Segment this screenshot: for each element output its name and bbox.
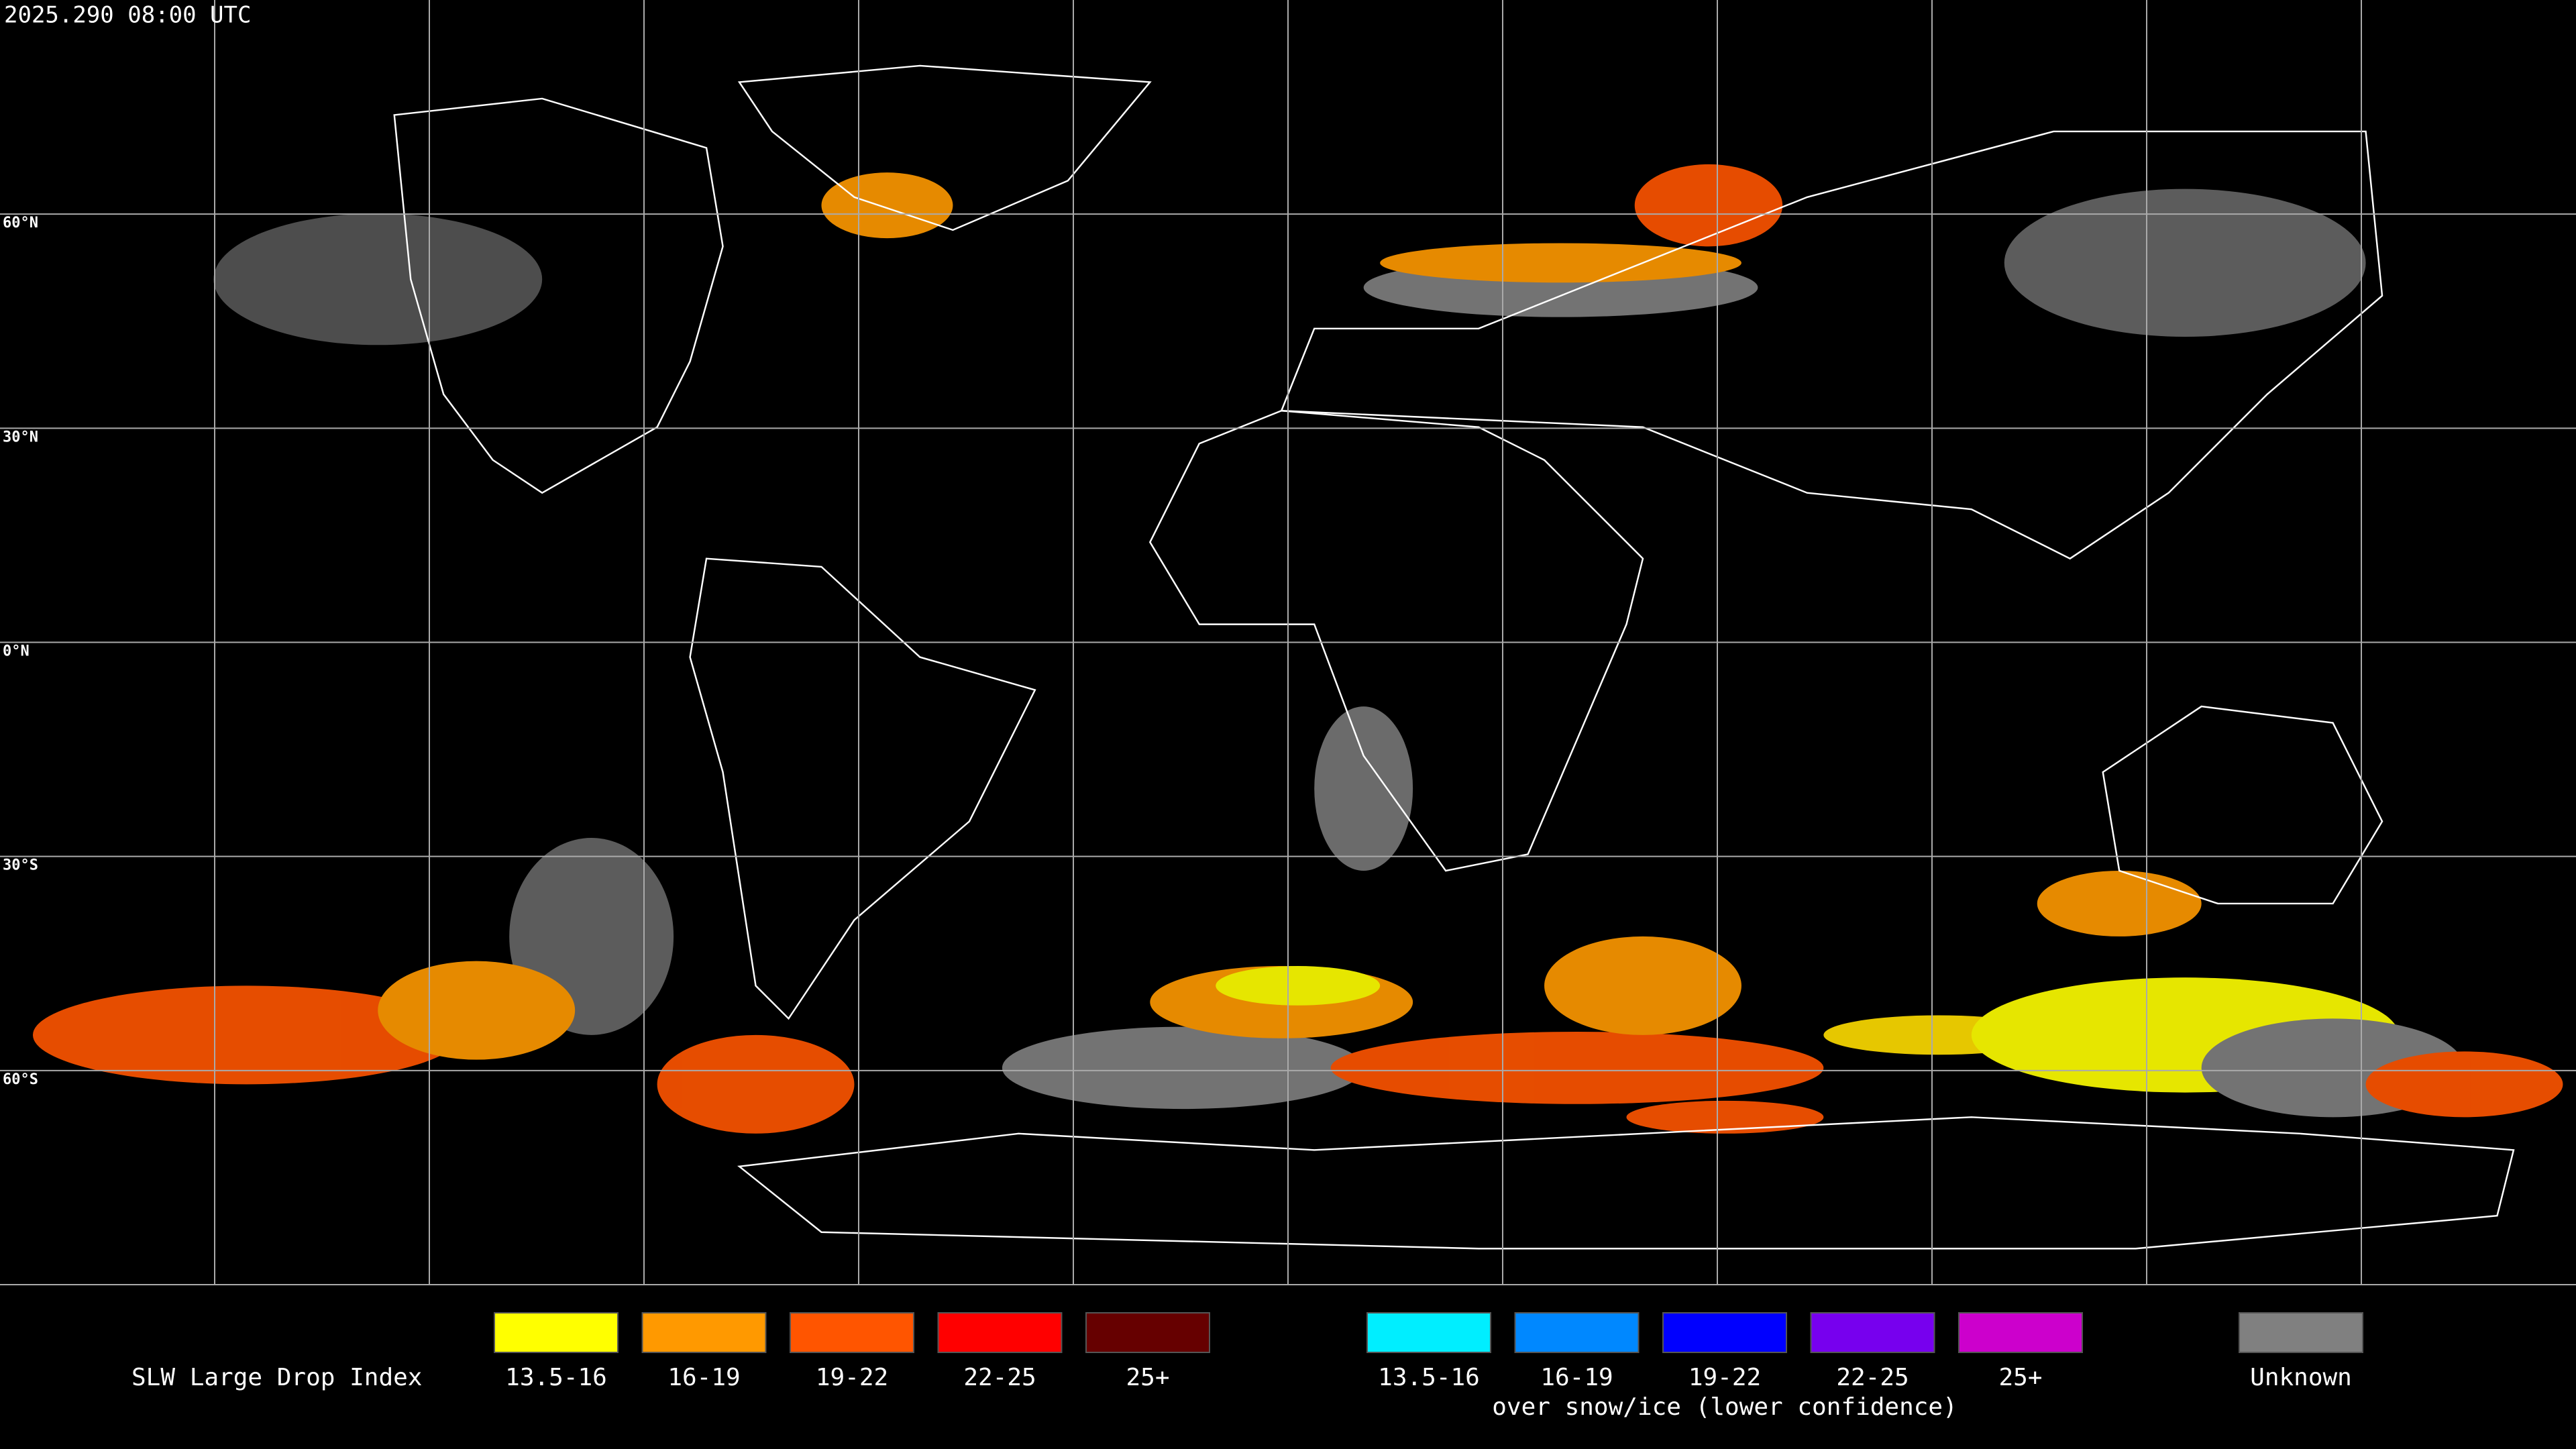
legend-title: SLW Large Drop Index	[131, 1364, 422, 1391]
latitude-label: 0°N	[3, 643, 30, 660]
legend-swatch	[937, 1312, 1063, 1353]
legend-swatch	[1085, 1312, 1210, 1353]
legend-label: 25+	[1126, 1364, 1169, 1391]
latitude-label: 60°S	[3, 1071, 38, 1088]
legend-label: Unknown	[2250, 1364, 2352, 1391]
legend-label: 19-22	[1688, 1364, 1761, 1391]
legend-label: 16-19	[1540, 1364, 1613, 1391]
legend-swatch	[1958, 1312, 2083, 1353]
timestamp: 2025.290 08:00 UTC	[4, 2, 251, 29]
latitude-label: 30°S	[3, 857, 38, 874]
legend-label: 19-22	[816, 1364, 888, 1391]
legend-label: 25+	[1998, 1364, 2042, 1391]
graticule: 60°N 30°N 0°N 30°S 60°S	[0, 0, 2576, 1285]
legend-swatch	[1810, 1312, 1935, 1353]
latitude-label: 60°N	[3, 215, 38, 231]
latitude-label: 30°N	[3, 429, 38, 445]
legend-swatch	[641, 1312, 767, 1353]
coastlines	[393, 64, 2515, 1250]
legend-label: 13.5-16	[1378, 1364, 1480, 1391]
legend-label: 22-25	[1836, 1364, 1909, 1391]
legend: SLW Large Drop Index 13.5-16 16-19 19-22 22…	[131, 1312, 2363, 1421]
legend-swatch	[494, 1312, 619, 1353]
legend-label: 13.5-16	[505, 1364, 607, 1391]
legend-label: 22-25	[963, 1364, 1036, 1391]
map-imagery	[32, 64, 2563, 1250]
legend-swatch	[1662, 1312, 1787, 1353]
legend-caption: over snow/ice (lower confidence)	[1492, 1393, 1957, 1421]
legend-swatch	[2239, 1312, 2363, 1353]
legend-swatch	[1366, 1312, 1491, 1353]
cloud-patches	[32, 164, 2563, 1134]
legend-label: 16-19	[667, 1364, 740, 1391]
legend-swatch	[790, 1312, 914, 1353]
legend-swatch	[1514, 1312, 1640, 1353]
